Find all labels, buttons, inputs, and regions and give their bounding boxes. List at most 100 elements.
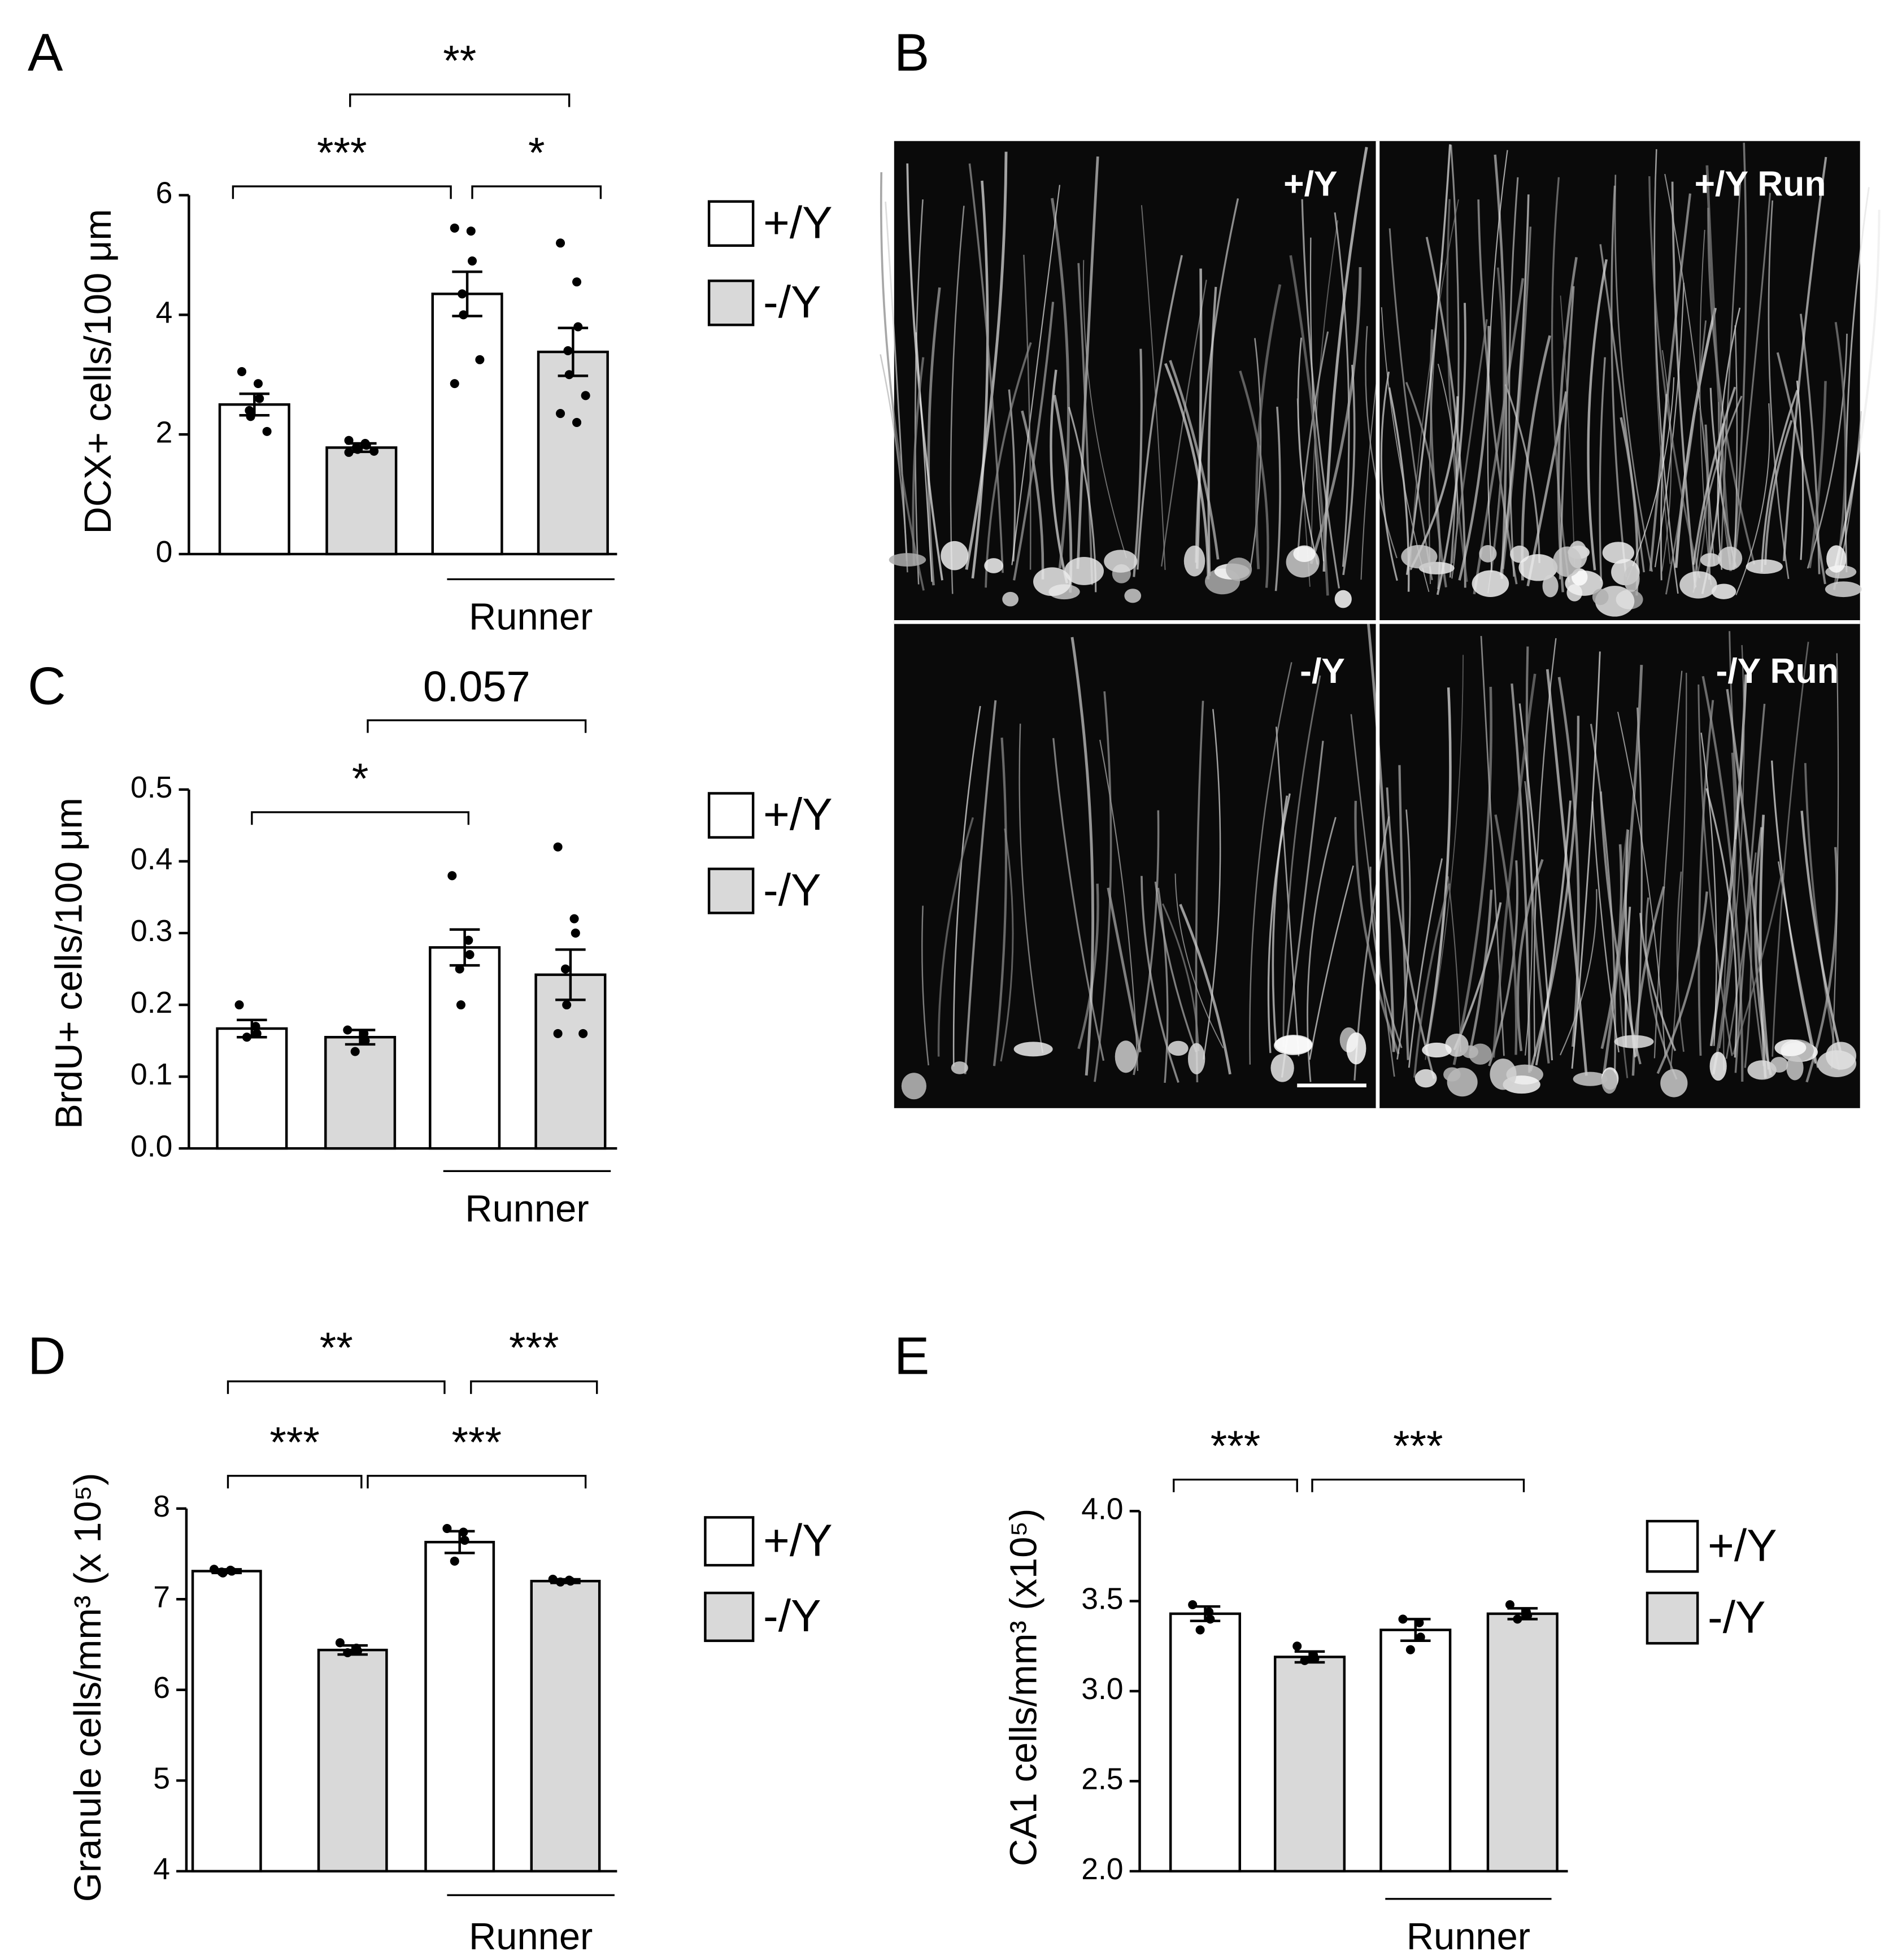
cell-body — [1270, 1053, 1294, 1082]
dendrite — [1705, 788, 1738, 1058]
data-point — [1416, 1632, 1425, 1642]
dendrite — [1082, 260, 1127, 559]
dendrite — [1451, 319, 1488, 564]
cell-body — [1614, 1035, 1654, 1048]
y-tick-label: 2.0 — [1081, 1853, 1123, 1886]
dendrite — [1023, 254, 1031, 570]
cell-body — [1660, 1069, 1688, 1097]
data-point — [344, 447, 354, 457]
bar — [429, 946, 501, 1150]
dendrite — [1077, 263, 1094, 585]
significance-bracket — [1173, 1478, 1298, 1492]
y-tick-label: 0.5 — [130, 771, 172, 804]
dendrite — [880, 172, 925, 591]
data-point — [1300, 1656, 1309, 1665]
data-point — [234, 1000, 244, 1010]
dendrite — [1760, 390, 1799, 572]
significance-bracket — [1311, 1478, 1525, 1492]
dendrite — [1398, 765, 1409, 1060]
cell-body — [1825, 581, 1862, 598]
cell-body — [1786, 1055, 1804, 1081]
dendrite — [1516, 859, 1544, 1051]
bar — [1169, 1612, 1242, 1873]
cell-body — [1124, 589, 1142, 603]
dendrite — [1732, 870, 1783, 1055]
dendrite — [1587, 259, 1608, 570]
cell-body — [1709, 1052, 1727, 1081]
dendrite — [1070, 637, 1095, 1076]
cell-body — [941, 541, 969, 570]
dendrite — [1494, 814, 1518, 1055]
y-axis-label: CA1 cells/mm³ (x10⁵) — [1003, 1509, 1045, 1866]
y-tick-label: 0 — [156, 535, 173, 569]
dendrite — [1334, 212, 1350, 567]
y-tick-label: 0.4 — [130, 843, 172, 876]
cell-body — [1542, 574, 1559, 598]
cell-body — [1746, 559, 1783, 574]
dendrite — [1274, 407, 1281, 591]
data-point — [1204, 1607, 1214, 1617]
significance-label: ** — [443, 37, 476, 85]
dendrite — [1807, 333, 1848, 569]
significance-label: 0.057 — [423, 663, 530, 711]
data-point — [442, 1524, 452, 1534]
legend-swatch — [707, 279, 755, 326]
dendrite — [1611, 185, 1627, 577]
group-label: Runner — [469, 1915, 593, 1958]
dendrite — [1239, 370, 1269, 588]
cell-body — [1479, 545, 1497, 563]
dendrite — [1764, 420, 1793, 565]
dendrite — [1718, 644, 1745, 1049]
dendrite — [1768, 200, 1790, 580]
dendrite — [1255, 284, 1282, 569]
data-point — [447, 871, 457, 881]
dendrite — [1309, 237, 1325, 561]
data-point — [578, 1029, 588, 1038]
dendrite — [1709, 387, 1737, 568]
legend-label: -/Y — [763, 1591, 821, 1641]
panel-label: D — [28, 1326, 66, 1385]
legend-swatch — [704, 1591, 755, 1643]
y-tick-label: 5 — [153, 1762, 170, 1795]
dendrite — [912, 357, 925, 565]
data-point — [255, 394, 264, 403]
dendrite — [1094, 691, 1112, 1082]
y-axis-label: DCX+ cells/100 μm — [77, 209, 119, 534]
dendrite — [952, 705, 981, 1067]
y-tick-label: 0.1 — [130, 1058, 172, 1091]
y-tick-label: 6 — [156, 177, 173, 210]
dendrite — [1437, 363, 1458, 579]
dendrite — [1670, 673, 1687, 1070]
dendrite — [1692, 407, 1708, 593]
bar — [1273, 1656, 1346, 1873]
data-point — [556, 409, 565, 419]
image-label: +/Y — [1283, 164, 1337, 203]
data-point — [246, 412, 255, 421]
dendrite — [1524, 781, 1533, 1056]
cell-body — [1002, 591, 1019, 607]
dendrite — [1502, 227, 1532, 569]
dendrite — [1301, 199, 1340, 589]
dendrite — [1203, 709, 1221, 1060]
data-point — [218, 1568, 228, 1578]
dendrite — [1759, 815, 1767, 1078]
data-point — [1195, 1625, 1205, 1635]
cell-body — [1770, 1057, 1788, 1073]
dendrite — [1366, 623, 1395, 1052]
cell-body — [1826, 1042, 1857, 1070]
cell-body — [1013, 1042, 1053, 1057]
dendrite — [1413, 883, 1451, 1078]
bar — [424, 1540, 495, 1873]
image-label: -/Y — [1300, 651, 1345, 691]
cell-body — [1104, 550, 1138, 573]
dendrite — [937, 817, 974, 1057]
significance-bracket — [349, 93, 571, 107]
data-point — [464, 935, 473, 945]
data-point — [565, 1576, 575, 1586]
dendrite — [1077, 883, 1099, 1049]
cell-body — [1700, 553, 1721, 567]
dendrite — [1107, 887, 1142, 1053]
data-point — [242, 1033, 251, 1042]
cell-body — [1183, 545, 1205, 577]
dendrite — [1426, 687, 1452, 1047]
